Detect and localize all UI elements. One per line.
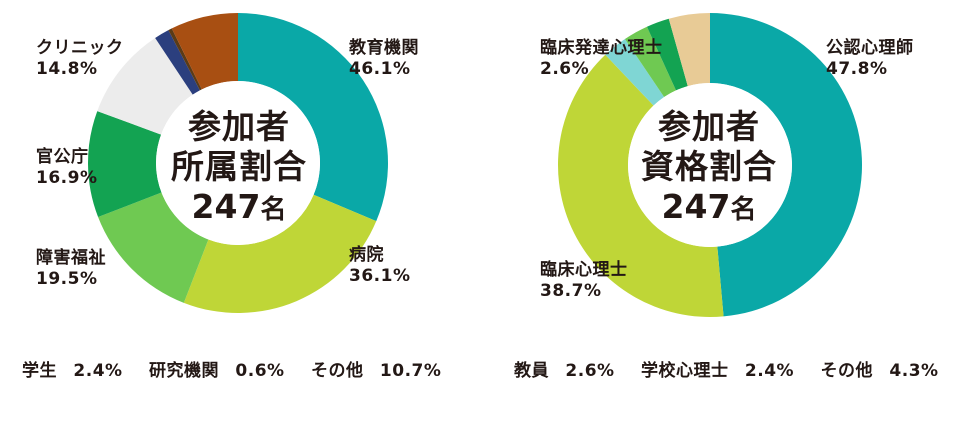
slice-label-clinical-psychologist: 臨床心理士 38.7% (540, 260, 628, 301)
footnote-teacher: 教員 2.6% (514, 361, 615, 381)
footnote-research: 研究機関 0.6% (149, 361, 285, 381)
footnote-school-psychologist: 学校心理士 2.4% (641, 361, 795, 381)
slice-label-hospital: 病院 36.1% (349, 245, 411, 286)
donut-slice (668, 13, 710, 87)
donut-slice (171, 13, 238, 90)
donut-hole (156, 81, 320, 245)
donut-slice (97, 37, 193, 135)
footnote-other: その他 10.7% (311, 361, 442, 381)
slice-label-disability-welfare: 障害福祉 19.5% (36, 248, 106, 289)
donut-slice (168, 28, 202, 91)
affiliation-center-text: 参加者 所属割合 247名 (171, 107, 307, 226)
footnote-other: その他 4.3% (820, 361, 939, 381)
donut-slice (88, 111, 162, 218)
qualification-footnote: 教員 2.6% 学校心理士 2.4% その他 4.3% (514, 356, 959, 381)
slice-label-government: 官公庁 16.9% (36, 147, 98, 188)
slice-label-certified-psychologist: 公認心理師 47.8% (826, 38, 914, 79)
donut-slice (558, 54, 724, 318)
donut-hole (628, 83, 792, 247)
qualification-donut (558, 13, 863, 318)
slice-label-developmental-psychologist: 臨床発達心理士 2.6% (540, 38, 663, 79)
qualification-center-text: 参加者 資格割合 247名 (641, 107, 777, 226)
affiliation-donut (88, 13, 388, 314)
donut-slice (98, 192, 209, 303)
donut-slice (710, 13, 863, 317)
donut-slice (183, 194, 377, 314)
donut-slice (646, 18, 688, 91)
slice-label-education: 教育機関 46.1% (349, 38, 419, 79)
slice-label-clinic: クリニック 14.8% (36, 38, 124, 79)
donut-slice (605, 39, 665, 106)
footnote-student: 学生 2.4% (22, 361, 123, 381)
donut-slice (155, 30, 200, 95)
donut-slice (238, 13, 388, 222)
donut-slice (624, 26, 676, 98)
affiliation-footnote: 学生 2.4% 研究機関 0.6% その他 10.7% (22, 356, 461, 381)
